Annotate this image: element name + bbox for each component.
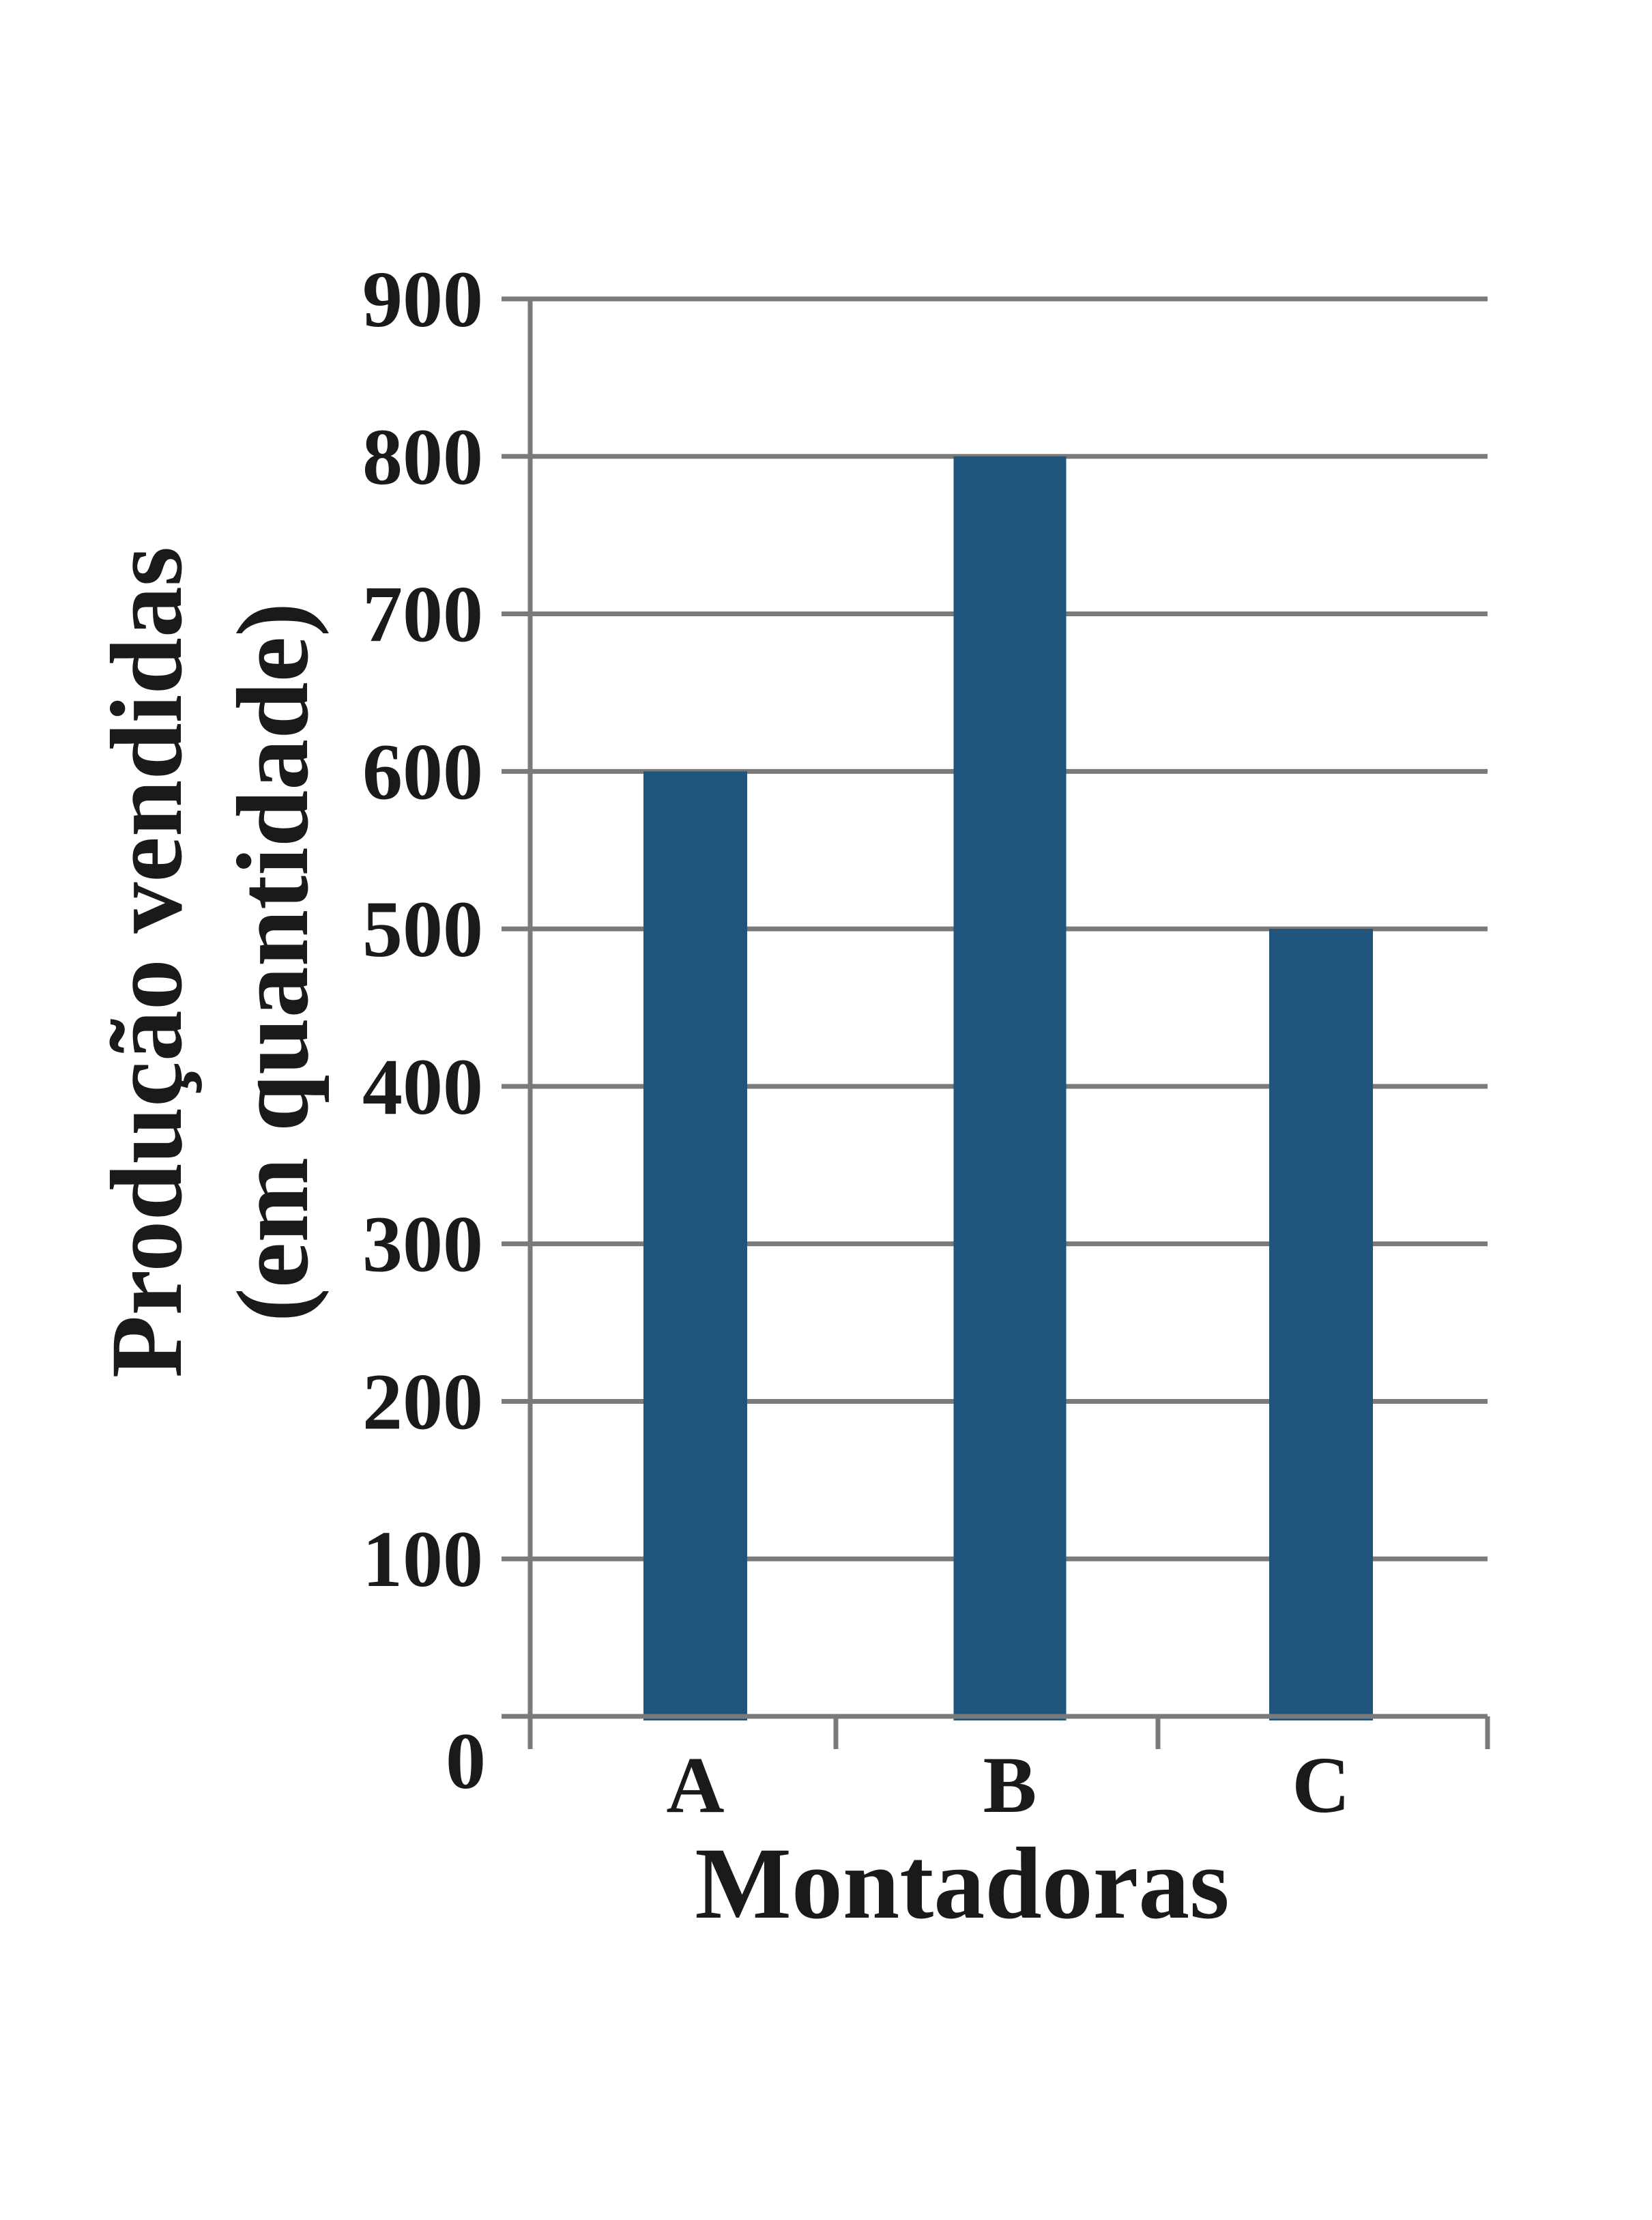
y-tick-label-900: 900 <box>362 255 483 344</box>
y-tick-label-100: 100 <box>362 1514 483 1604</box>
axes <box>502 299 1490 1749</box>
bar-A <box>643 771 747 1720</box>
x-tick-label-A: A <box>666 1740 724 1830</box>
y-tick-label-400: 400 <box>362 1042 483 1131</box>
y-tick-label-200: 200 <box>362 1357 483 1446</box>
bars <box>643 456 1373 1720</box>
y-tick-label-0: 0 <box>446 1716 486 1806</box>
x-axis-title: Montadoras <box>695 1827 1229 1940</box>
y-axis-title-line-2: (em quantidade) <box>216 603 330 1322</box>
tick-labels: 0 100 200 300 400 500 600 700 800 900 A B C <box>362 255 1350 1830</box>
y-tick-label-300: 300 <box>362 1200 483 1289</box>
bar-B <box>953 456 1067 1720</box>
y-axis-title-line-1: Produção vendidas <box>90 547 203 1378</box>
bar-C <box>1269 929 1373 1720</box>
y-tick-label-800: 800 <box>362 412 483 502</box>
y-tick-label-700: 700 <box>362 570 483 659</box>
x-tick-label-B: B <box>983 1740 1037 1830</box>
y-tick-label-600: 600 <box>362 727 483 816</box>
x-tick-label-C: C <box>1292 1740 1350 1830</box>
y-tick-label-500: 500 <box>362 884 483 974</box>
